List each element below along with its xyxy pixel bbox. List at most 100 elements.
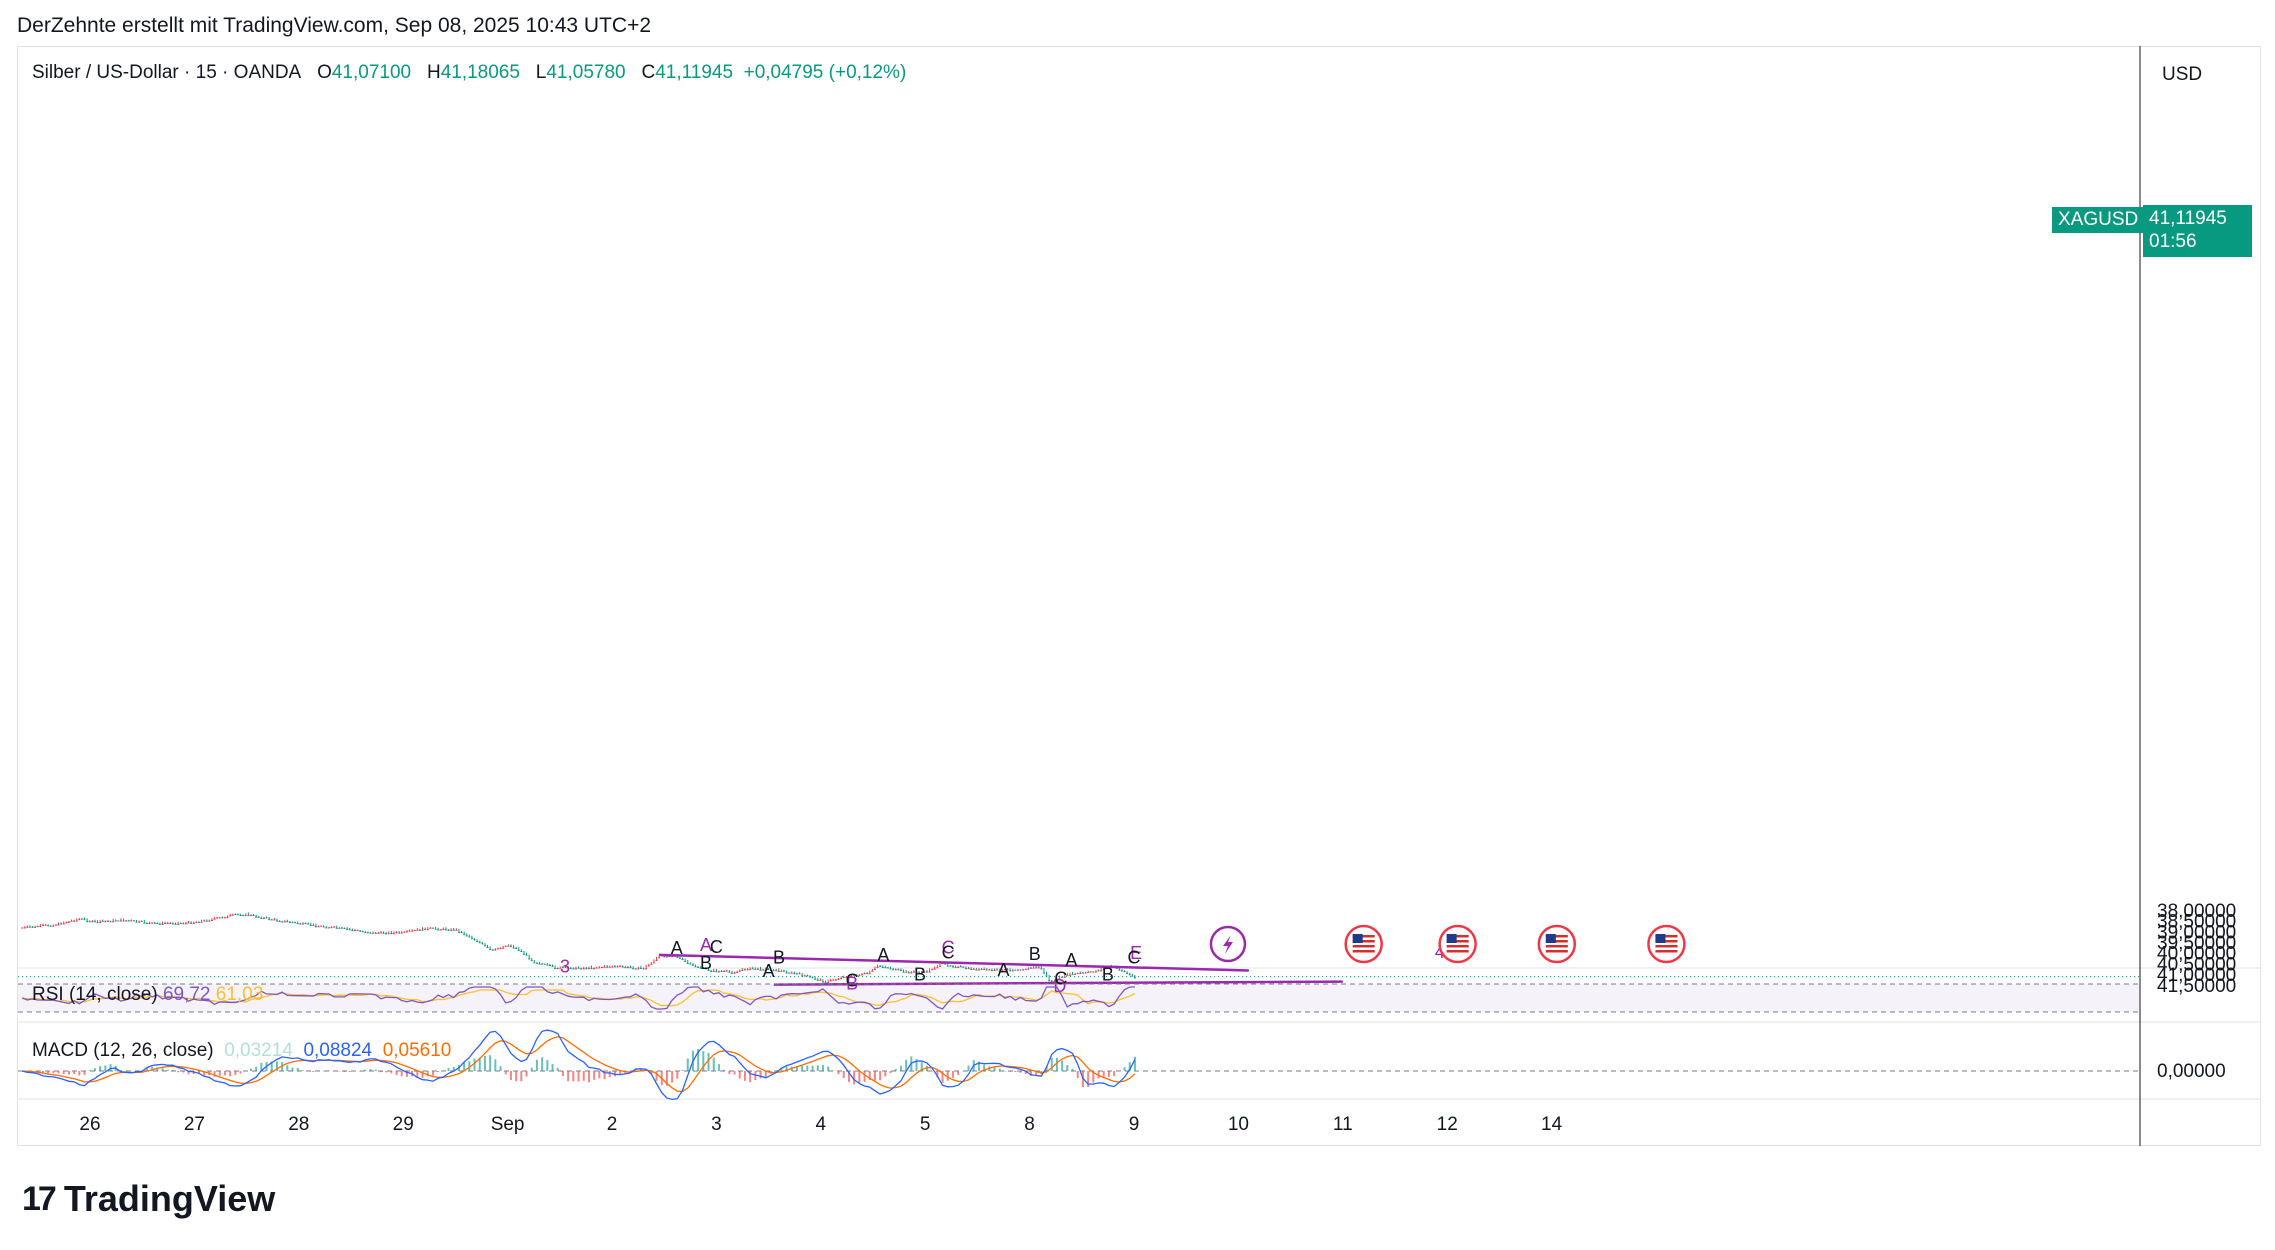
candle-body (322, 926, 325, 928)
candle-body (265, 917, 268, 919)
candle-body (161, 923, 164, 925)
candle-body (686, 962, 689, 964)
macd-histogram-bar (275, 1061, 278, 1071)
candle-body (845, 977, 848, 979)
candle-body (676, 956, 679, 958)
candle-body (762, 969, 765, 971)
candle-body (408, 930, 411, 932)
candle-body (551, 965, 554, 967)
macd-histogram-bar (301, 1070, 304, 1071)
candle-body (1094, 971, 1097, 973)
candle-body (1097, 970, 1100, 972)
candle-body (247, 915, 250, 917)
macd-histogram-bar (665, 1071, 668, 1086)
macd-histogram-bar (1076, 1071, 1079, 1079)
candle-body (257, 916, 260, 918)
macd-histogram-bar (853, 1071, 856, 1085)
candle-body (174, 923, 177, 925)
x-tick-label: 28 (288, 1114, 309, 1135)
us-flag-icon (1344, 924, 1383, 964)
macd-histogram-bar (99, 1066, 102, 1071)
candle-body (114, 920, 117, 922)
candle-body (959, 966, 962, 968)
candle-body (99, 922, 102, 924)
candle-body (897, 969, 900, 971)
macd-histogram-bar (348, 1071, 351, 1073)
candle-body (249, 915, 252, 917)
candle-body (611, 966, 614, 968)
rsi-value: 69,72 (162, 984, 211, 1005)
macd-histogram-bar (785, 1066, 788, 1071)
macd-histogram-bar (473, 1058, 476, 1071)
candle-body (218, 917, 221, 919)
macd-histogram-bar (1107, 1071, 1110, 1078)
candle-body (663, 956, 666, 958)
candle-body (561, 967, 564, 969)
macd-histogram-bar (743, 1071, 746, 1081)
macd-histogram-bar (364, 1069, 367, 1071)
macd-histogram-bar (78, 1071, 81, 1076)
candle-body (197, 921, 200, 923)
candle-body (390, 933, 393, 935)
tradingview-logo[interactable]: 17 TradingView (22, 1178, 275, 1220)
x-tick-label: Sep (491, 1114, 525, 1135)
candle-body (221, 917, 224, 919)
candle-body (101, 921, 104, 923)
y-tick-label: 41,50000 (2157, 976, 2236, 997)
candle-body (395, 932, 398, 934)
candle-body (671, 956, 674, 958)
candle-body (681, 958, 684, 960)
candle-body (190, 922, 193, 924)
candle-body (70, 920, 73, 922)
macd-histogram-bar (442, 1070, 445, 1072)
x-tick-label: 26 (79, 1114, 100, 1135)
flag-stripe (1655, 940, 1678, 943)
candle-body (452, 929, 455, 931)
candle-body (639, 967, 642, 969)
candle-body (340, 927, 343, 929)
candle-body (109, 921, 112, 923)
candle-body (595, 967, 598, 969)
wave-label: 4 (1435, 942, 1445, 962)
candle-body (403, 931, 406, 933)
candle-body (782, 970, 785, 972)
candle-body (1045, 975, 1048, 977)
candle-body (192, 922, 195, 924)
candle-body (317, 926, 320, 928)
macd-histogram-bar (520, 1071, 523, 1082)
candle-body (702, 967, 705, 969)
candle-body (67, 921, 70, 923)
candle-body (460, 932, 463, 934)
candle-body (723, 970, 726, 972)
macd-histogram-bar (333, 1071, 336, 1072)
candle-body (977, 969, 980, 971)
candle-body (821, 981, 824, 983)
macd-histogram-bar (1061, 1060, 1064, 1071)
candle-body (554, 968, 557, 970)
candle-body (291, 922, 294, 924)
macd-histogram-bar (1055, 1057, 1058, 1071)
candle-body (915, 971, 918, 973)
macd-histogram-bar (525, 1071, 528, 1077)
candle-body (1126, 973, 1129, 975)
candle-body (1107, 967, 1110, 969)
macd-histogram-bar (353, 1071, 356, 1072)
candle-body (567, 967, 570, 969)
macd-histogram-bar (847, 1071, 850, 1083)
candle-body (541, 963, 544, 965)
macd-legend[interactable]: MACD (12, 26, close) 0,03214 0,08824 0,0… (32, 1040, 451, 1062)
candle-body (751, 968, 754, 970)
candle-body (1014, 969, 1017, 971)
symbol-legend[interactable]: Silber / US-Dollar · 15 · OANDA O41,0710… (32, 62, 906, 84)
macd-histogram-bar (385, 1071, 388, 1073)
candle-body (49, 925, 52, 927)
candle-body (733, 972, 736, 974)
candle-body (1037, 967, 1040, 969)
candle-body (598, 967, 601, 969)
rsi-legend[interactable]: RSI (14, close) 69,72 61,03 (32, 984, 263, 1006)
candle-body (262, 918, 265, 920)
currency-button[interactable]: USD (2162, 64, 2203, 85)
macd-histogram-bar (229, 1071, 232, 1077)
candle-body (54, 924, 57, 926)
